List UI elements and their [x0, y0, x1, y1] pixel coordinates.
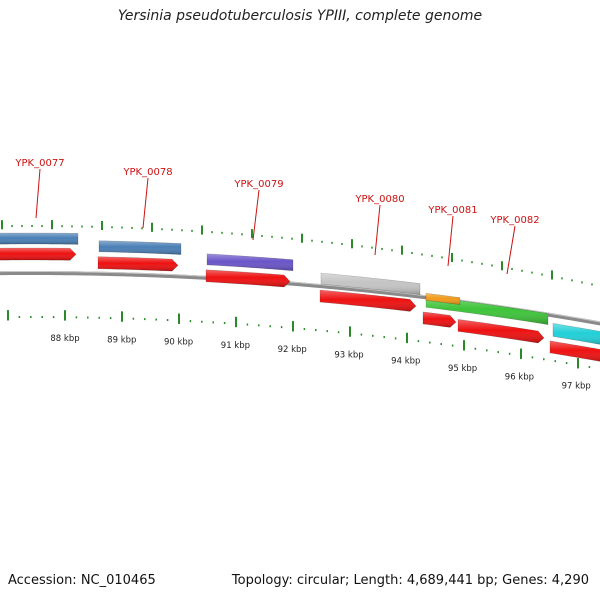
kbp-label: 96 kbp [505, 372, 534, 382]
kbp-label: 89 kbp [107, 335, 136, 345]
gene-labels: YPK_0077 YPK_0078 YPK_0079 YPK_0080 YPK_0081… [14, 158, 540, 275]
kbp-label: 90 kbp [164, 338, 193, 348]
kbp-scale-ticks [7, 310, 591, 369]
cds-arrow-shade [320, 290, 416, 312]
kbp-label: 88 kbp [50, 334, 79, 344]
kbp-label: 92 kbp [278, 345, 307, 355]
cds-arrow-shade [423, 311, 456, 328]
gene-bar-ypk-0078-shade [99, 240, 181, 255]
label-leader [374, 204, 381, 256]
accession-text: Accession: NC_010465 [8, 573, 156, 588]
orange-feature-shade [426, 293, 460, 305]
backbone-highlight [0, 271, 600, 323]
gene-label-ypk-0078: YPK_0078 [122, 167, 172, 178]
cds-arrow-shade [550, 340, 600, 362]
gene-label-ypk-0077: YPK_0077 [14, 158, 64, 169]
kbp-label: 91 kbp [221, 341, 250, 351]
gene-bar-ypk-0080-shade [321, 273, 420, 295]
cyan-feature-shade [553, 323, 600, 345]
kbp-label: 97 kbp [562, 382, 591, 392]
gene-label-ypk-0082: YPK_0082 [489, 215, 539, 226]
cds-arrow-shade [206, 269, 290, 287]
gene-label-ypk-0081: YPK_0081 [427, 205, 477, 216]
cds-arrow-shade [98, 256, 178, 272]
label-leader [35, 168, 41, 219]
gene-label-ypk-0079: YPK_0079 [233, 179, 283, 190]
kbp-label: 94 kbp [391, 357, 420, 367]
kbp-label: 93 kbp [334, 350, 363, 360]
label-leader [506, 225, 516, 275]
genome-title: Yersinia pseudotuberculosis YPIII, compl… [117, 8, 483, 24]
gene-bar-ypk-0077-shade [0, 233, 78, 245]
genome-summary: Topology: circular; Length: 4,689,441 bp… [231, 573, 589, 588]
gene-bar-ypk-0079-shade [207, 253, 293, 271]
kbp-labels: 88 kbp 89 kbp 90 kbp 91 kbp 92 kbp 93 kbp 94 k… [50, 334, 590, 392]
label-leader [252, 189, 260, 241]
gene-label-ypk-0080: YPK_0080 [354, 194, 404, 205]
cds-arrow-shade [0, 248, 76, 261]
kbp-label: 95 kbp [448, 364, 477, 374]
upper-tick-track [1, 220, 593, 286]
gene-features [0, 232, 600, 362]
label-leader [142, 177, 149, 229]
cds-arrow-shade [458, 319, 544, 343]
label-leader [447, 215, 454, 267]
